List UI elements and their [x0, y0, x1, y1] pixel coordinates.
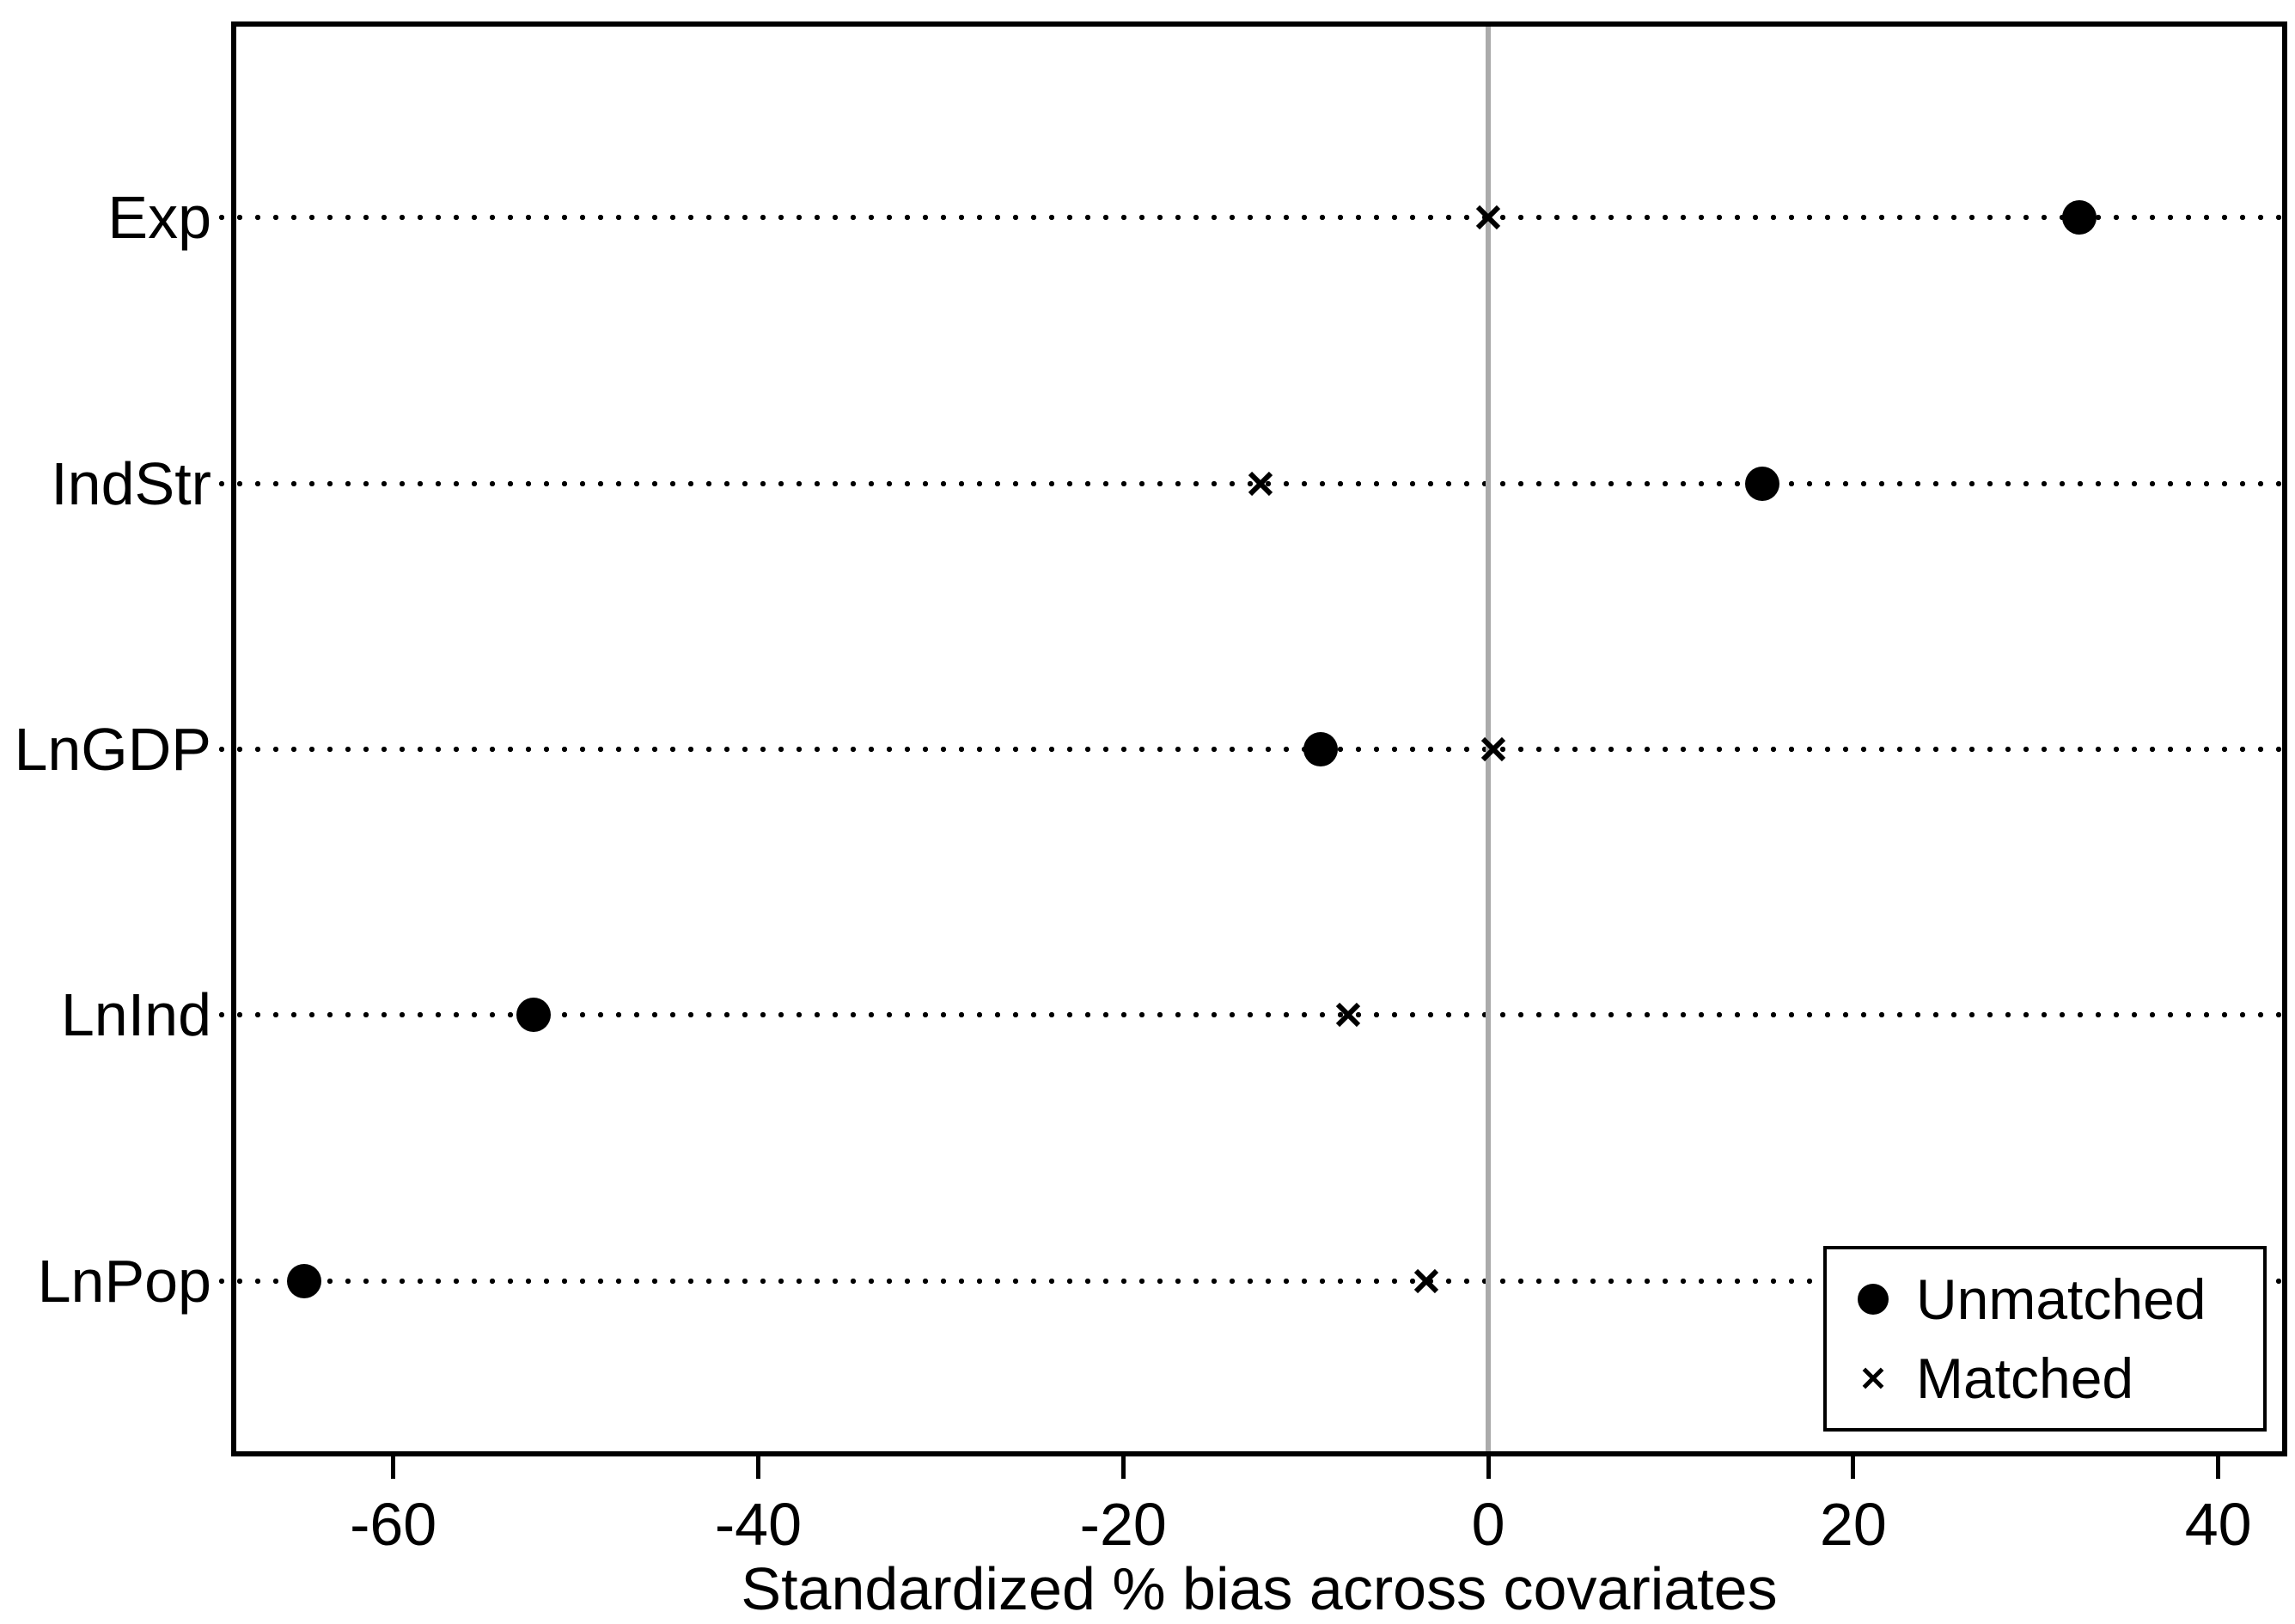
unmatched-point: [516, 998, 552, 1033]
legend-item-unmatched: Unmatched: [1849, 1269, 2263, 1329]
x-tick: [2216, 1456, 2221, 1479]
matched-point: [1247, 470, 1274, 498]
x-tick-label: -60: [350, 1491, 437, 1558]
category-label: LnInd: [60, 981, 211, 1049]
gridline-row: [215, 1277, 2286, 1285]
legend-label-unmatched: Unmatched: [1916, 1267, 2206, 1331]
gridline-row: [215, 745, 2286, 753]
x-tick: [1486, 1456, 1491, 1479]
legend-item-matched: Matched: [1849, 1348, 2263, 1408]
x-axis-title: Standardized % bias across covariates: [741, 1555, 1778, 1622]
unmatched-point: [2062, 200, 2097, 235]
x-tick: [391, 1456, 396, 1479]
category-label: LnPop: [37, 1247, 211, 1315]
x-tick-label: -20: [1079, 1491, 1167, 1558]
gridline-row: [215, 214, 2286, 222]
x-tick-label: -40: [714, 1491, 803, 1558]
unmatched-point: [286, 1263, 321, 1298]
unmatched-point: [1744, 466, 1779, 501]
x-tick-label: 20: [1819, 1491, 1887, 1558]
gridline-row: [215, 1011, 2286, 1019]
category-label: LnGDP: [14, 715, 211, 783]
x-tick-label: 0: [1471, 1491, 1505, 1558]
x-marker-icon: [1861, 1366, 1885, 1390]
category-label: IndStr: [51, 449, 211, 517]
matched-point: [1334, 1001, 1362, 1029]
x-tick: [1851, 1456, 1856, 1479]
category-label: Exp: [107, 184, 211, 252]
legend: Unmatched Matched: [1823, 1246, 2267, 1432]
x-tick: [755, 1456, 760, 1479]
matched-point: [1480, 736, 1507, 763]
matched-point: [1413, 1267, 1440, 1295]
legend-label-matched: Matched: [1916, 1346, 2134, 1411]
x-tick: [1120, 1456, 1126, 1479]
circle-marker-icon: [1858, 1283, 1889, 1315]
matched-point: [1474, 204, 1502, 231]
x-tick-label: 40: [2184, 1491, 2252, 1558]
plot-frame: [231, 21, 2287, 1456]
unmatched-point: [1303, 731, 1338, 766]
